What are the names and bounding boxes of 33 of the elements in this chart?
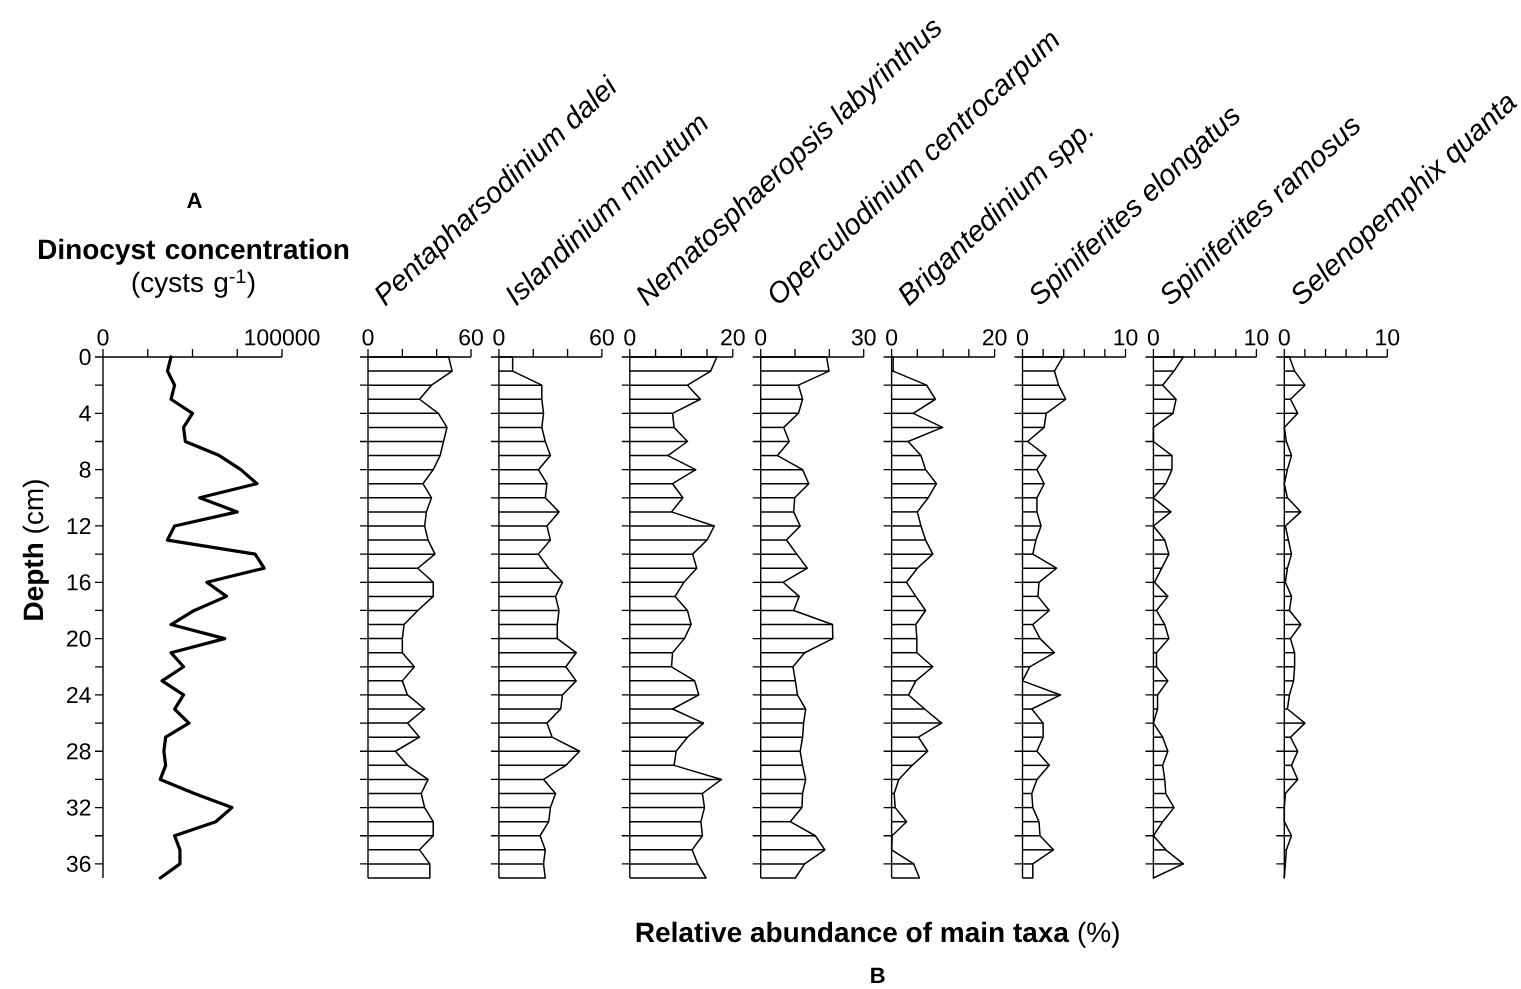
x-tick-label: 0 <box>755 329 767 346</box>
chart-title: A <box>187 192 202 208</box>
x-tick-label: 10 <box>1114 329 1138 346</box>
x-tick-label: 0 <box>362 329 374 346</box>
x-tick-label: 0 <box>1147 329 1159 346</box>
x-tick-label: 0 <box>1278 329 1290 346</box>
x-tick-label: 20 <box>721 329 745 346</box>
x-tick-label: 30 <box>851 329 876 346</box>
y-tick-label: 0 <box>79 348 91 366</box>
x-tick-label: 20 <box>982 329 1007 346</box>
y-tick-label: 4 <box>79 405 91 422</box>
y-tick-label: 36 <box>66 855 91 873</box>
x-tick-label: 60 <box>590 329 614 346</box>
x-tick-label: 0 <box>1017 329 1029 346</box>
x-tick-label: 0 <box>886 329 898 346</box>
x-tick-label: 0 <box>624 329 636 346</box>
y-tick-label: 32 <box>66 799 91 816</box>
y-tick-label: 12 <box>67 517 91 534</box>
y-tick-label: 24 <box>67 686 91 703</box>
y-axis-title: Depth (cm) <box>22 480 49 620</box>
x-tick-label: 60 <box>459 329 483 346</box>
text: B <box>871 967 885 983</box>
y-tick-label: 20 <box>67 630 91 647</box>
x-tick-label: 10 <box>1376 329 1400 346</box>
x-tick-label: 100000 <box>245 329 320 346</box>
x-axis-title: Dinocyst concentration (cysts g$^{-1}$) <box>39 238 349 298</box>
x-tick-label: 10 <box>1245 329 1269 346</box>
y-tick-label: 8 <box>79 461 91 478</box>
y-tick-label: 16 <box>67 574 91 591</box>
y-tick-label: 28 <box>67 743 91 760</box>
x-tick-label: 0 <box>493 329 505 346</box>
x-tick-label: 0 <box>97 329 109 346</box>
text: Relative abundance of main taxa (%) <box>636 921 1119 948</box>
